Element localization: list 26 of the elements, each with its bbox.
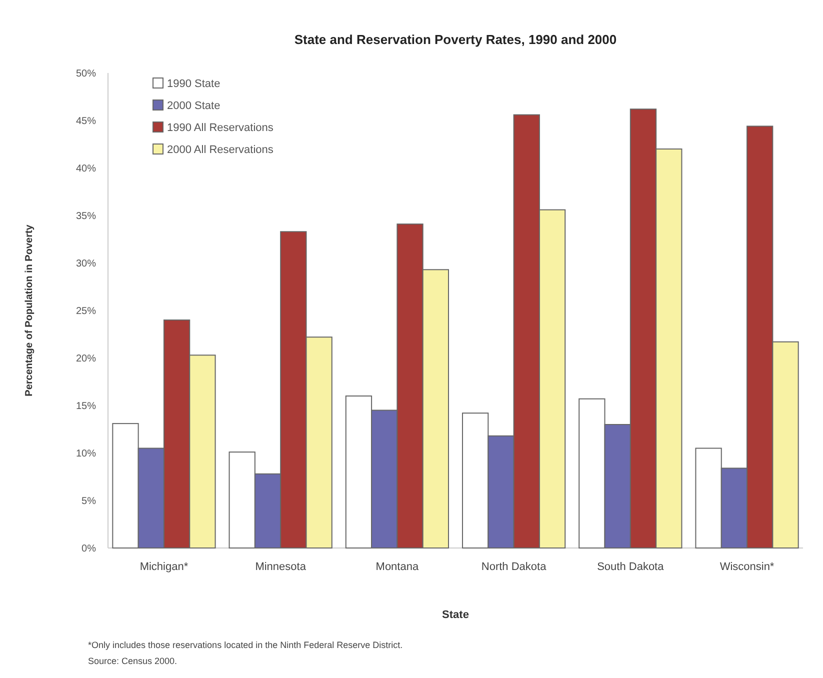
- x-tick-label: North Dakota: [481, 561, 548, 573]
- text: *Only includes those reservations located in the Ninth Federal Reserve District.: [88, 640, 403, 650]
- x-tick-label: South Dakota: [597, 561, 665, 573]
- y-tick-label: 15%: [76, 401, 96, 412]
- y-tick-label: 50%: [76, 68, 96, 80]
- legend-label: 2000 State: [167, 100, 220, 112]
- y-tick-label: 40%: [76, 164, 96, 174]
- x-tick-label: Wisconsin*: [720, 561, 775, 573]
- x-tick-label: Michigan*: [140, 561, 189, 573]
- chart-title: State and Reservation Poverty Rates, 1990 and 2000: [294, 32, 617, 47]
- y-tick-label: 20%: [76, 354, 96, 364]
- y-axis-title: Percentage of Population in Poverty: [24, 224, 35, 396]
- legend-label: 2000 All Reservations: [167, 144, 274, 156]
- x-tick-label: Montana: [376, 561, 420, 573]
- y-tick-label: 35%: [76, 211, 96, 222]
- legend-label: 1990 State: [167, 78, 220, 90]
- y-tick-label: 5%: [82, 496, 96, 507]
- y-tick-label: 0%: [82, 544, 96, 554]
- y-tick-label: 45%: [76, 116, 96, 127]
- legend-label: 1990 All Reservations: [167, 122, 274, 134]
- x-tick-label: Minnesota: [255, 561, 307, 573]
- y-tick-label: 30%: [76, 258, 96, 270]
- x-axis-title: State: [442, 609, 469, 621]
- y-tick-label: 25%: [76, 306, 96, 317]
- source-note: Source: Census 2000.: [88, 656, 178, 666]
- y-tick-label: 10%: [76, 448, 96, 460]
